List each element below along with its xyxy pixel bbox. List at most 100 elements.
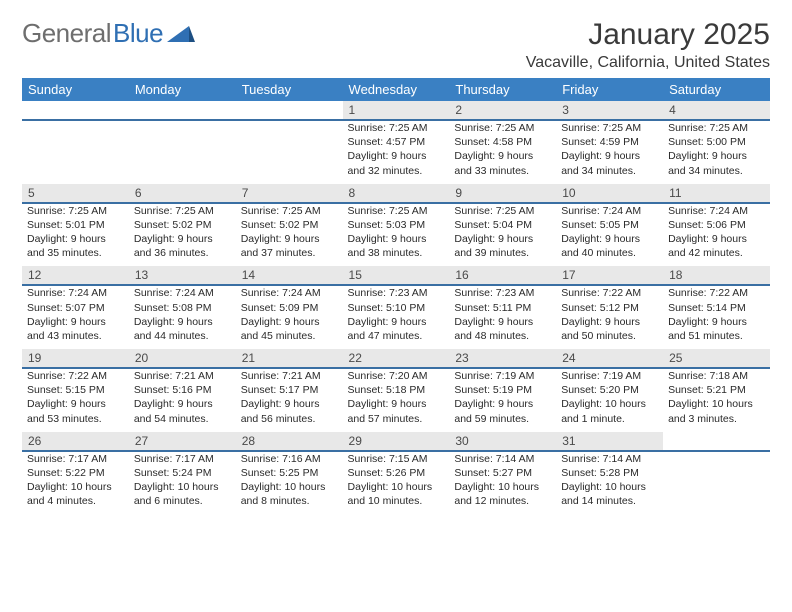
sunrise-text: Sunrise: 7:15 AM (348, 452, 445, 466)
daylight-text: Daylight: 9 hours and 42 minutes. (668, 232, 765, 260)
sunrise-text: Sunrise: 7:25 AM (241, 204, 338, 218)
daylight-text: Daylight: 9 hours and 47 minutes. (348, 315, 445, 343)
day-cell: Sunrise: 7:23 AMSunset: 5:11 PMDaylight:… (449, 285, 556, 349)
daylight-text: Daylight: 10 hours and 14 minutes. (561, 480, 658, 508)
day-cell: Sunrise: 7:17 AMSunset: 5:22 PMDaylight:… (22, 451, 129, 515)
day-cell: Sunrise: 7:14 AMSunset: 5:28 PMDaylight:… (556, 451, 663, 515)
day-number: 6 (129, 184, 236, 202)
sunset-text: Sunset: 4:58 PM (454, 135, 551, 149)
day-cell (129, 120, 236, 184)
day-number: 7 (236, 184, 343, 202)
day-number: 28 (236, 432, 343, 450)
sunrise-text: Sunrise: 7:25 AM (454, 204, 551, 218)
sunrise-text: Sunrise: 7:24 AM (668, 204, 765, 218)
day-cell: Sunrise: 7:24 AMSunset: 5:07 PMDaylight:… (22, 285, 129, 349)
day-number (236, 108, 343, 112)
day-number (663, 439, 770, 443)
sunset-text: Sunset: 5:12 PM (561, 301, 658, 315)
sunset-text: Sunset: 5:27 PM (454, 466, 551, 480)
location: Vacaville, California, United States (526, 54, 770, 72)
day-cell: Sunrise: 7:18 AMSunset: 5:21 PMDaylight:… (663, 368, 770, 432)
day-number: 22 (343, 349, 450, 367)
sunrise-text: Sunrise: 7:25 AM (561, 121, 658, 135)
day-number: 20 (129, 349, 236, 367)
day-cell: Sunrise: 7:24 AMSunset: 5:09 PMDaylight:… (236, 285, 343, 349)
day-number: 14 (236, 266, 343, 284)
sunrise-text: Sunrise: 7:25 AM (454, 121, 551, 135)
daylight-text: Daylight: 9 hours and 53 minutes. (27, 397, 124, 425)
daylight-text: Daylight: 10 hours and 6 minutes. (134, 480, 231, 508)
sunset-text: Sunset: 5:02 PM (134, 218, 231, 232)
sunrise-text: Sunrise: 7:22 AM (668, 286, 765, 300)
day-cell: Sunrise: 7:25 AMSunset: 4:57 PMDaylight:… (343, 120, 450, 184)
day-cell: Sunrise: 7:20 AMSunset: 5:18 PMDaylight:… (343, 368, 450, 432)
daylight-text: Daylight: 9 hours and 51 minutes. (668, 315, 765, 343)
day-number: 19 (22, 349, 129, 367)
day-cell: Sunrise: 7:16 AMSunset: 5:25 PMDaylight:… (236, 451, 343, 515)
day-cell: Sunrise: 7:15 AMSunset: 5:26 PMDaylight:… (343, 451, 450, 515)
sunset-text: Sunset: 4:59 PM (561, 135, 658, 149)
sunrise-text: Sunrise: 7:24 AM (241, 286, 338, 300)
day-number: 2 (449, 101, 556, 119)
day-number: 12 (22, 266, 129, 284)
day-header: Tuesday (236, 78, 343, 101)
sunset-text: Sunset: 5:02 PM (241, 218, 338, 232)
day-number: 5 (22, 184, 129, 202)
day-number: 30 (449, 432, 556, 450)
sunset-text: Sunset: 5:07 PM (27, 301, 124, 315)
day-number: 9 (449, 184, 556, 202)
day-cell: Sunrise: 7:22 AMSunset: 5:12 PMDaylight:… (556, 285, 663, 349)
day-header: Sunday (22, 78, 129, 101)
day-cell: Sunrise: 7:24 AMSunset: 5:06 PMDaylight:… (663, 203, 770, 267)
sunset-text: Sunset: 5:06 PM (668, 218, 765, 232)
sunset-text: Sunset: 5:03 PM (348, 218, 445, 232)
sunset-text: Sunset: 5:15 PM (27, 383, 124, 397)
day-number: 23 (449, 349, 556, 367)
daylight-text: Daylight: 9 hours and 34 minutes. (668, 149, 765, 177)
daylight-text: Daylight: 9 hours and 36 minutes. (134, 232, 231, 260)
sunrise-text: Sunrise: 7:24 AM (27, 286, 124, 300)
day-number: 13 (129, 266, 236, 284)
sunrise-text: Sunrise: 7:24 AM (561, 204, 658, 218)
daylight-text: Daylight: 10 hours and 10 minutes. (348, 480, 445, 508)
daylight-text: Daylight: 9 hours and 38 minutes. (348, 232, 445, 260)
daylight-text: Daylight: 10 hours and 3 minutes. (668, 397, 765, 425)
sunrise-text: Sunrise: 7:14 AM (561, 452, 658, 466)
sunrise-text: Sunrise: 7:22 AM (561, 286, 658, 300)
sunrise-text: Sunrise: 7:25 AM (348, 121, 445, 135)
sunrise-text: Sunrise: 7:25 AM (668, 121, 765, 135)
sunrise-text: Sunrise: 7:19 AM (561, 369, 658, 383)
day-number: 27 (129, 432, 236, 450)
sunset-text: Sunset: 5:16 PM (134, 383, 231, 397)
brand-part1: General (22, 18, 111, 49)
daylight-text: Daylight: 9 hours and 57 minutes. (348, 397, 445, 425)
sunrise-text: Sunrise: 7:21 AM (134, 369, 231, 383)
sunrise-text: Sunrise: 7:24 AM (134, 286, 231, 300)
sunrise-text: Sunrise: 7:14 AM (454, 452, 551, 466)
sunrise-text: Sunrise: 7:23 AM (454, 286, 551, 300)
day-number: 4 (663, 101, 770, 119)
sunset-text: Sunset: 5:10 PM (348, 301, 445, 315)
brand-logo: General Blue (22, 18, 195, 49)
day-number (22, 108, 129, 112)
sunrise-text: Sunrise: 7:17 AM (27, 452, 124, 466)
day-number: 18 (663, 266, 770, 284)
day-cell: Sunrise: 7:17 AMSunset: 5:24 PMDaylight:… (129, 451, 236, 515)
day-cell (236, 120, 343, 184)
daylight-text: Daylight: 9 hours and 44 minutes. (134, 315, 231, 343)
daylight-text: Daylight: 10 hours and 1 minute. (561, 397, 658, 425)
day-number: 26 (22, 432, 129, 450)
daylight-text: Daylight: 9 hours and 56 minutes. (241, 397, 338, 425)
daylight-text: Daylight: 9 hours and 33 minutes. (454, 149, 551, 177)
day-number: 21 (236, 349, 343, 367)
day-number: 1 (343, 101, 450, 119)
day-header: Wednesday (343, 78, 450, 101)
sunset-text: Sunset: 5:24 PM (134, 466, 231, 480)
sunrise-text: Sunrise: 7:20 AM (348, 369, 445, 383)
daylight-text: Daylight: 9 hours and 34 minutes. (561, 149, 658, 177)
daylight-text: Daylight: 9 hours and 37 minutes. (241, 232, 338, 260)
calendar-table: SundayMondayTuesdayWednesdayThursdayFrid… (22, 78, 770, 514)
sunset-text: Sunset: 5:00 PM (668, 135, 765, 149)
day-cell: Sunrise: 7:25 AMSunset: 5:04 PMDaylight:… (449, 203, 556, 267)
day-cell: Sunrise: 7:25 AMSunset: 5:02 PMDaylight:… (236, 203, 343, 267)
